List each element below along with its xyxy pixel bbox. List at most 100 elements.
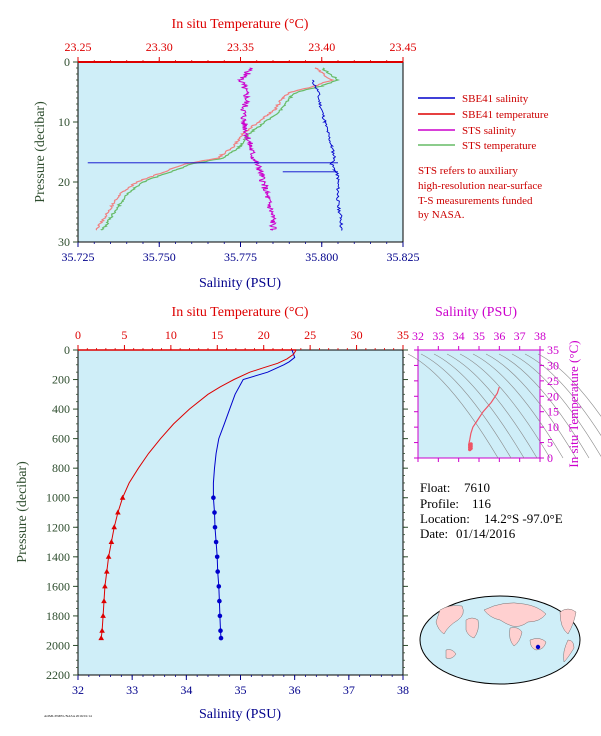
bottom-press-ticks: 0 200 400 600 800 1000 1200 1400 1600 1800 2000 220… bbox=[46, 343, 408, 682]
bottom-sal-tick-label: 36 bbox=[289, 683, 301, 697]
density-contour bbox=[433, 353, 525, 459]
bottom-press-tick-label: 200 bbox=[52, 373, 70, 387]
bottom-temp-axis-label: In situ Temperature (°C) bbox=[172, 305, 309, 320]
series-salinity bbox=[212, 349, 296, 639]
top-sal-tick-label: 35.825 bbox=[387, 250, 420, 264]
bottom-press-tick-label: 800 bbox=[52, 461, 70, 475]
top-legend: SBE41 salinity SBE41 temperature STS sal… bbox=[418, 93, 549, 152]
world-map bbox=[419, 595, 581, 685]
svg-text:T-S measurements funded: T-S measurements funded bbox=[418, 195, 533, 207]
bottom-sal-tick-label: 32 bbox=[72, 683, 84, 697]
bottom-sal-tick-label: 34 bbox=[180, 683, 192, 697]
top-press-tick-label: 20 bbox=[58, 175, 70, 189]
top-sal-tick-label: 35.725 bbox=[62, 250, 95, 264]
ts-sal-axis-label: Salinity (PSU) bbox=[435, 305, 517, 320]
top-temp-ticks: 23.25 23.30 23.35 23.40 23.45 bbox=[65, 40, 417, 62]
bottom-sal-tick-label: 37 bbox=[343, 683, 355, 697]
profile-label: Profile: bbox=[420, 496, 459, 511]
temperature-point bbox=[104, 568, 110, 574]
top-sal-axis-label: Salinity (PSU) bbox=[199, 276, 281, 291]
salinity-point bbox=[212, 510, 217, 515]
ts-temp-tick-label: 20 bbox=[547, 389, 559, 403]
temperature-point bbox=[115, 509, 121, 515]
series-sts-salinity bbox=[236, 67, 277, 231]
legend-sbe41-salinity: SBE41 salinity bbox=[462, 93, 529, 105]
top-press-tick-label: 30 bbox=[58, 235, 70, 249]
sts-note: STS refers to auxiliary high-resolution … bbox=[418, 165, 542, 221]
ts-series bbox=[468, 386, 500, 452]
bottom-series bbox=[78, 349, 297, 641]
top-temp-tick-label: 23.25 bbox=[65, 40, 92, 54]
date-value: 01/14/2016 bbox=[456, 526, 516, 541]
ts-temp-tick-label: 0 bbox=[547, 451, 553, 465]
bottom-press-tick-label: 600 bbox=[52, 432, 70, 446]
salinity-point bbox=[218, 635, 224, 641]
density-contour bbox=[420, 353, 512, 459]
footer-code: AOML/PMEL/NASA 2016/01/14 bbox=[44, 714, 92, 718]
bottom-press-tick-label: 0 bbox=[64, 343, 70, 357]
salinity-point bbox=[215, 569, 220, 574]
density-contour bbox=[511, 353, 601, 457]
profile-value: 116 bbox=[472, 496, 492, 511]
salinity-point bbox=[213, 539, 219, 545]
temperature-point bbox=[108, 539, 115, 544]
series-sbe41-salinity bbox=[312, 79, 344, 231]
float-value: 7610 bbox=[464, 480, 490, 495]
temperature-point bbox=[101, 598, 107, 604]
bottom-temp-tick-label: 25 bbox=[304, 328, 316, 342]
top-temp-axis-label: In situ Temperature (°C) bbox=[172, 17, 309, 32]
density-contour bbox=[472, 353, 564, 459]
ts-sal-tick-label: 37 bbox=[514, 329, 526, 343]
temperature-point bbox=[119, 494, 126, 500]
legend-sts-temperature: STS temperature bbox=[462, 140, 536, 152]
bottom-sal-tick-label: 38 bbox=[397, 683, 409, 697]
bottom-press-tick-label: 1000 bbox=[46, 491, 70, 505]
float-location-marker bbox=[535, 644, 541, 650]
bottom-chart: In situ Temperature (°C) 0 5 10 15 20 25 30 35 … bbox=[15, 305, 409, 722]
series-temperature bbox=[100, 349, 297, 639]
top-press-tick-label: 10 bbox=[58, 115, 70, 129]
legend-sts-salinity: STS salinity bbox=[462, 125, 517, 137]
top-temp-tick-label: 23.45 bbox=[390, 40, 417, 54]
bottom-temp-tick-label: 30 bbox=[351, 328, 363, 342]
top-sal-tick-label: 35.775 bbox=[224, 250, 257, 264]
svg-text:STS refers to auxiliary: STS refers to auxiliary bbox=[418, 165, 518, 177]
salinity-point bbox=[212, 525, 218, 530]
bottom-temp-tick-label: 15 bbox=[211, 328, 223, 342]
ts-temp-axis-label: In situ Temperature (°C) bbox=[566, 340, 581, 467]
ts-sal-tick-label: 38 bbox=[534, 329, 546, 343]
top-sal-ticks: 35.725 35.750 35.775 35.800 35.825 bbox=[62, 242, 420, 264]
ts-sal-tick-label: 33 bbox=[432, 329, 444, 343]
bottom-plot-area bbox=[77, 349, 404, 676]
bottom-press-axis-label: Pressure (decibar) bbox=[15, 461, 30, 563]
location-value: 14.2°S -97.0°E bbox=[484, 511, 563, 526]
top-series bbox=[78, 61, 403, 231]
top-temp-tick-label: 23.30 bbox=[146, 40, 173, 54]
svg-text:high-resolution near-surface: high-resolution near-surface bbox=[418, 180, 542, 192]
bottom-press-tick-label: 1200 bbox=[46, 520, 70, 534]
bottom-press-tick-label: 2200 bbox=[46, 668, 70, 682]
map-land bbox=[435, 602, 577, 663]
ts-plot-area bbox=[417, 349, 541, 459]
bottom-temp-ticks: 0 5 10 15 20 25 30 35 bbox=[75, 328, 409, 350]
top-chart: In situ Temperature (°C) 23.25 23.30 23.35… bbox=[33, 17, 549, 291]
density-contour bbox=[485, 353, 577, 459]
bottom-press-tick-label: 1800 bbox=[46, 609, 70, 623]
salinity-point bbox=[217, 598, 222, 604]
temperature-point bbox=[98, 635, 104, 641]
top-temp-tick-label: 23.35 bbox=[227, 40, 254, 54]
top-press-axis-label: Pressure (decibar) bbox=[33, 101, 48, 203]
location-label: Location: bbox=[420, 511, 470, 526]
density-contour bbox=[407, 353, 499, 459]
bottom-temp-tick-label: 20 bbox=[258, 328, 270, 342]
top-sal-tick-label: 35.800 bbox=[305, 250, 338, 264]
bottom-temp-tick-label: 35 bbox=[397, 328, 409, 342]
top-press-ticks: 0 10 20 30 bbox=[58, 55, 78, 249]
ts-temp-tick-label: 15 bbox=[547, 405, 559, 419]
series-sts-temperature bbox=[100, 67, 341, 231]
bottom-temp-tick-label: 10 bbox=[165, 328, 177, 342]
top-temp-tick-label: 23.40 bbox=[308, 40, 335, 54]
bottom-temp-tick-label: 0 bbox=[75, 328, 81, 342]
